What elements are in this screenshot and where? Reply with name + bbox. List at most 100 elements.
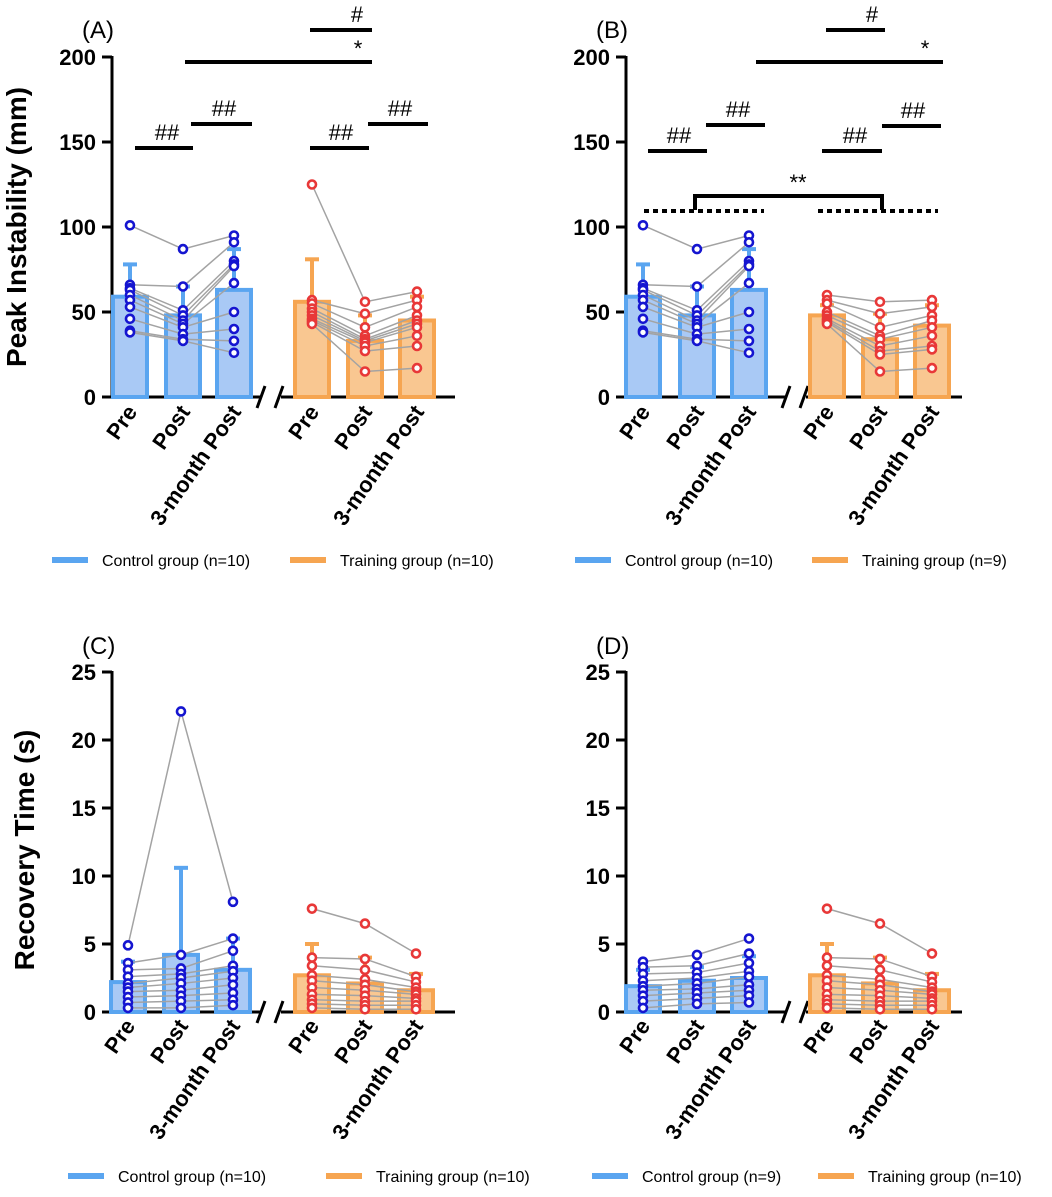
data-point [124,301,136,313]
subject-line [826,907,933,955]
data-point [306,960,318,972]
data-point [359,296,371,308]
x-tick-label: Post [844,400,892,454]
y-tick-label: 100 [59,215,96,240]
data-point [411,340,423,352]
data-point [410,948,422,959]
data-point [359,308,371,320]
data-point [227,933,239,944]
x-tick-label: Post [661,1014,709,1068]
data-point [874,366,886,377]
y-tick-label: 15 [586,796,610,821]
panel-label: (C) [82,633,115,660]
axis-break-mark [798,385,810,409]
panel-label: (B) [596,17,628,44]
panel-label: (D) [596,633,629,660]
data-point [411,321,423,333]
significance-marker: ## [155,120,180,145]
data-point [359,345,371,357]
axis-break-mark [255,385,267,409]
significance-marker: # [351,2,364,27]
y-tick-label: 25 [72,660,96,685]
significance-marker: ## [388,96,413,121]
data-point [743,237,755,248]
significance-marker: # [866,2,879,27]
data-point [359,321,371,333]
legend-label: Control group (n=10) [118,1169,266,1186]
legend-label: Control group (n=10) [102,553,250,570]
data-point [124,327,136,338]
data-point [691,335,703,347]
data-point [743,306,755,318]
data-point [359,1003,371,1015]
y-tick-label: 200 [59,45,96,70]
y-tick-label: 0 [84,1000,96,1025]
data-point [743,948,755,959]
axis-break-mark [798,1000,810,1024]
y-tick-label: 50 [586,300,610,325]
legend-label: Training group (n=10) [868,1169,1022,1186]
y-tick-label: 20 [72,728,96,753]
data-point [227,979,239,991]
data-point [926,330,938,342]
data-point [306,318,318,330]
data-point [637,220,649,231]
x-tick-label: Pre [614,1015,655,1058]
significance-marker: ## [726,97,751,122]
significance-marker: ## [843,123,868,148]
y-tick-label: 5 [598,932,610,957]
data-point [821,318,833,330]
y-tick-label: 0 [598,385,610,410]
y-axis-label: Peak Instability (mm) [1,87,32,367]
x-tick-label: Post [661,400,709,454]
data-point [821,952,833,963]
data-point [124,313,136,325]
data-point [874,964,886,976]
data-point [821,903,833,914]
data-point [743,277,755,289]
y-tick-label: 150 [59,130,96,155]
data-point [821,960,833,972]
data-point [175,949,187,961]
data-point [926,301,938,313]
data-point [228,277,240,289]
data-point [637,301,649,313]
data-point [306,1002,318,1014]
x-tick-label: Pre [99,1015,140,1058]
significance-marker: ## [212,96,237,121]
y-tick-label: 10 [586,864,610,889]
data-point [926,344,938,355]
data-point [743,957,755,969]
y-tick-label: 50 [72,300,96,325]
data-point [926,321,938,333]
significance-marker: ## [667,123,692,148]
subject-line [311,184,418,303]
axis-break-mark [780,1000,792,1024]
data-point [228,323,240,335]
data-point [874,349,886,360]
y-tick-label: 0 [84,385,96,410]
significance-bracket [693,194,884,210]
data-point [306,903,318,914]
data-point [359,964,371,976]
y-tick-label: 0 [598,1000,610,1025]
data-point [175,706,187,717]
data-point [177,243,189,255]
data-point [175,1002,187,1014]
x-tick-label: Post [147,400,195,454]
x-tick-label: Pre [283,1015,324,1058]
significance-marker: ** [789,170,807,195]
legend-label: Control group (n=9) [642,1169,781,1186]
data-point [411,286,423,297]
data-point [874,308,886,320]
data-point [411,330,423,342]
data-point [228,306,240,318]
data-point [359,918,371,929]
data-point [637,313,649,325]
data-point [743,971,755,982]
x-tick-label: Post [329,400,377,454]
y-tick-label: 100 [573,215,610,240]
